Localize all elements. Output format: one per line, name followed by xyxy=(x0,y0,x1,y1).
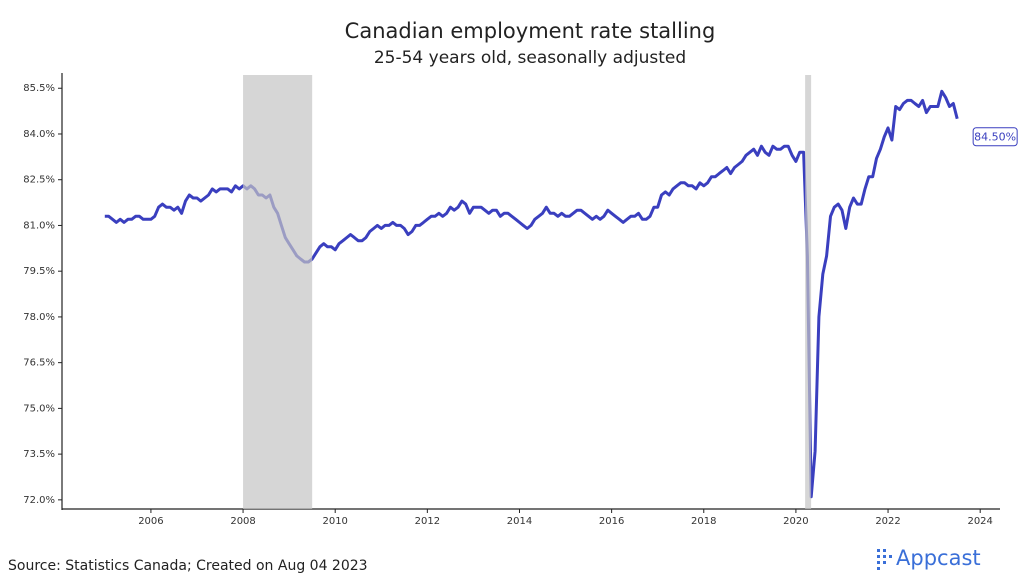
shaded-period xyxy=(805,75,812,509)
x-tick-label: 2020 xyxy=(783,516,808,527)
y-tick-label: 84.0% xyxy=(23,129,55,140)
y-tick-label: 75.0% xyxy=(23,403,55,414)
annotation-box xyxy=(972,127,1018,147)
y-tick-label: 81.0% xyxy=(23,220,55,231)
annotation: 84.50% xyxy=(974,131,1016,144)
shaded-period xyxy=(243,75,313,509)
y-tick-label: 72.0% xyxy=(23,495,55,506)
x-tick-label: 2008 xyxy=(230,516,255,527)
y-tick-label: 82.5% xyxy=(23,175,55,186)
x-tick-label: 2016 xyxy=(599,516,624,527)
y-tick-label: 85.5% xyxy=(23,83,55,94)
x-tick-label: 2014 xyxy=(507,516,532,527)
y-tick-label: 73.5% xyxy=(23,449,55,460)
x-tick-label: 2006 xyxy=(138,516,163,527)
y-tick-label: 78.0% xyxy=(23,312,55,323)
y-tick-label: 79.5% xyxy=(23,266,55,277)
y-tick-label: 76.5% xyxy=(23,358,55,369)
x-tick-label: 2024 xyxy=(967,516,992,527)
logo-text: Appcast xyxy=(896,546,981,570)
x-tick-label: 2012 xyxy=(415,516,440,527)
x-tick-label: 2018 xyxy=(691,516,716,527)
x-tick-label: 2010 xyxy=(322,516,347,527)
logo-icon xyxy=(877,549,892,570)
x-tick-label: 2022 xyxy=(875,516,900,527)
chart-title: Canadian employment rate stalling xyxy=(345,19,716,43)
source-note: Source: Statistics Canada; Created on Au… xyxy=(8,558,368,574)
chart-subtitle: 25-54 years old, seasonally adjusted xyxy=(374,48,686,68)
data-line xyxy=(104,89,959,499)
